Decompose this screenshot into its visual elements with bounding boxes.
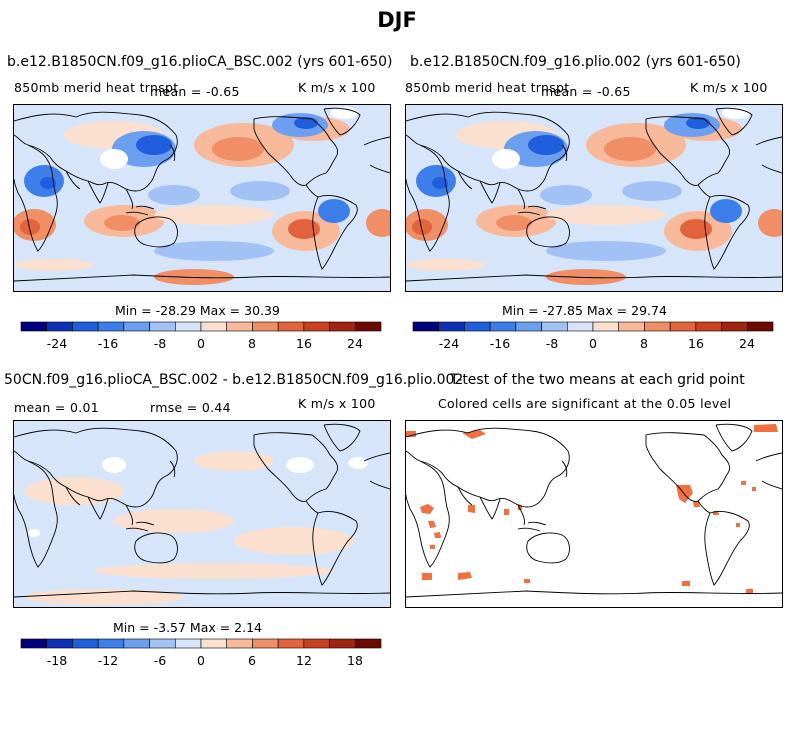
colorbar-tick-label: 24 [739,336,755,351]
ttest-subtitle: Colored cells are significant at the 0.0… [438,396,732,411]
colorbar-box [329,638,356,649]
colorbar-boxes [412,321,774,332]
colorbar-difference: -18 -12 -6 0 6 12 18 [20,638,382,668]
colorbar-tick-label: 0 [197,336,205,351]
colorbar-box [566,321,594,332]
colorbar-top-left: -24 -16 -8 0 8 16 24 [20,321,382,351]
colorbar-box [20,321,48,332]
colorbar-tick-label: 8 [248,336,256,351]
colorbar-box [277,321,305,332]
colorbar-tick-label: -24 [47,336,67,351]
colorbar-tick-label: 12 [296,653,312,668]
colorbar-box [252,638,279,649]
colorbar-box [746,321,774,332]
map-panel-difference [13,420,391,608]
colorbar-box [252,321,279,332]
colorbar-tick-label: 8 [640,336,648,351]
panel-title-top-right: b.e12.B1850CN.f09_g16.plio.002 (yrs 601-… [410,54,741,70]
colorbar-box [303,321,330,332]
significant-cells [406,424,778,594]
colorbar-tick-label: 16 [688,336,704,351]
colorbar-box [46,638,73,649]
colorbar-tick-label: -8 [546,336,559,351]
colorbar-box [412,321,440,332]
colorbar-box [277,638,305,649]
field-label-top-left: 850mb merid heat trnspt [14,80,179,95]
colorbar-box [303,638,330,649]
colorbar-tick-label: 6 [248,653,256,668]
colorbar-box [721,321,748,332]
colorbar-box [174,638,202,649]
figure-title: DJF [377,8,417,32]
colorbar-box [97,321,125,332]
units-top-left: K m/s x 100 [298,80,376,95]
colorbar-box [123,638,150,649]
rmse-text-difference: rmse = 0.44 [150,400,231,415]
colorbar-tick-label: -24 [439,336,459,351]
colorbar-box [438,321,465,332]
map-panel-top-right [405,104,783,292]
units-top-right: K m/s x 100 [690,80,768,95]
colorbar-tick-label: -18 [47,653,67,668]
colorbar-box [515,321,542,332]
colorbar-box [97,638,125,649]
colorbar-boxes [20,638,382,649]
mean-text-top-left: mean = -0.65 [150,84,240,99]
colorbar-box [226,638,253,649]
mean-text-top-right: mean = -0.65 [541,84,631,99]
colorbar-box [489,321,517,332]
colorbar-tick-label: 0 [197,653,205,668]
minmax-top-right: Min = -27.85 Max = 29.74 [502,303,667,318]
colorbar-box [149,638,176,649]
field-label-top-right: 850mb merid heat trnspt [405,80,570,95]
colorbar-box [200,638,228,649]
colorbar-box [644,321,671,332]
colorbar-box [72,638,99,649]
minmax-difference: Min = -3.57 Max = 2.14 [113,620,263,635]
colorbar-tick-label: -8 [154,336,167,351]
colorbar-tick-label: -16 [98,336,118,351]
colorbar-box [669,321,697,332]
colorbar-tick-label: 24 [347,336,363,351]
panel-title-ttest: T-test of the two means at each grid poi… [450,372,745,388]
colorbar-box [541,321,568,332]
map-panel-ttest [405,420,783,608]
colorbar-box [226,321,253,332]
units-difference: K m/s x 100 [298,396,376,411]
panel-title-top-left: b.e12.B1850CN.f09_g16.plioCA_BSC.002 (yr… [7,54,393,70]
map-panel-top-left [13,104,391,292]
colorbar-box [20,638,48,649]
colorbar-box [695,321,722,332]
colorbar-box [46,321,73,332]
minmax-top-left: Min = -28.29 Max = 30.39 [115,303,280,318]
colorbar-box [354,638,382,649]
colorbar-box [200,321,228,332]
colorbar-tick-label: 18 [347,653,363,668]
colorbar-boxes [20,321,382,332]
colorbar-tick-label: 0 [589,336,597,351]
colorbar-box [149,321,176,332]
colorbar-box [618,321,645,332]
colorbar-box [592,321,620,332]
colorbar-box [329,321,356,332]
colorbar-tick-label: 16 [296,336,312,351]
mean-text-difference: mean = 0.01 [14,400,100,415]
panel-title-difference: 50CN.f09_g16.plioCA_BSC.002 - b.e12.B185… [4,372,464,388]
colorbar-tick-label: -12 [98,653,118,668]
colorbar-box [354,321,382,332]
colorbar-top-right: -24 -16 -8 0 8 16 24 [412,321,774,351]
colorbar-box [174,321,202,332]
colorbar-tick-label: -6 [154,653,167,668]
colorbar-box [123,321,150,332]
colorbar-box [464,321,491,332]
colorbar-tick-label: -16 [490,336,510,351]
colorbar-box [72,321,99,332]
